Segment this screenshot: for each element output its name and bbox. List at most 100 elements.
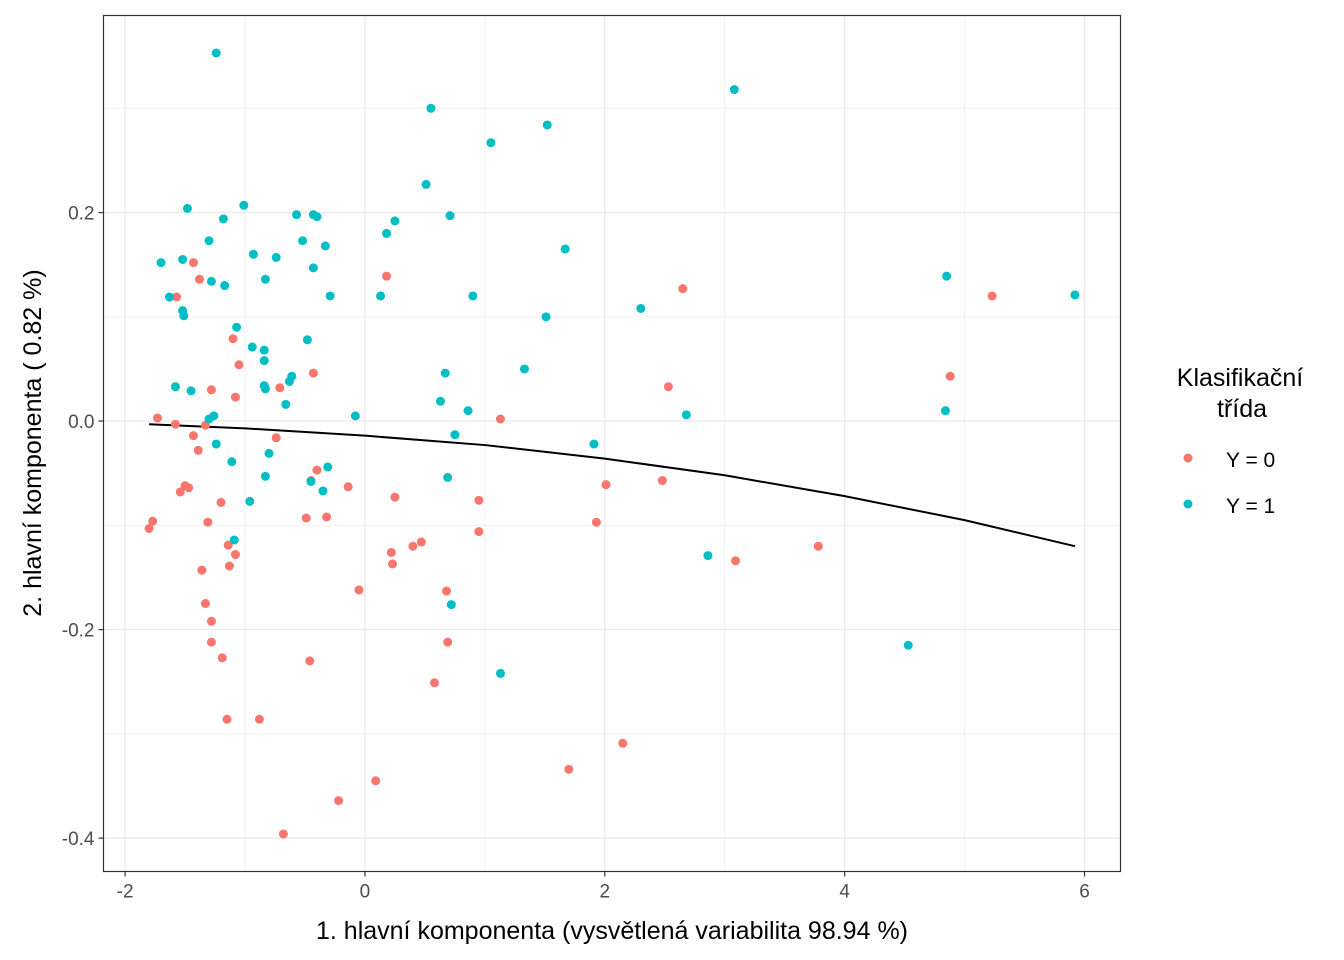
- point-y0: [197, 565, 207, 575]
- point-y0: [371, 776, 381, 786]
- y-tick-label: 0.0: [68, 412, 94, 433]
- point-y1: [940, 406, 950, 416]
- point-y0: [188, 431, 198, 441]
- point-y1: [426, 103, 436, 113]
- legend-key-y0: [1183, 453, 1193, 463]
- point-y1: [436, 396, 446, 406]
- point-y0: [254, 714, 264, 724]
- point-y1: [170, 382, 180, 392]
- point-y1: [232, 322, 242, 332]
- point-y0: [408, 541, 418, 551]
- point-y1: [636, 303, 646, 313]
- legend-label-y1: Y = 1: [1226, 495, 1275, 518]
- x-axis: -2 0 2 4 6: [117, 871, 1090, 903]
- point-y1: [302, 335, 312, 345]
- point-y1: [443, 472, 453, 482]
- point-y1: [259, 345, 269, 355]
- point-y0: [334, 796, 344, 806]
- point-y0: [278, 829, 288, 839]
- legend-label-y0: Y = 0: [1226, 449, 1275, 472]
- point-y0: [305, 656, 315, 666]
- decision-boundary-curve: [149, 423, 1076, 548]
- point-y1: [376, 291, 386, 301]
- point-y1: [247, 342, 257, 352]
- point-y0: [430, 678, 440, 688]
- point-y0: [301, 513, 311, 523]
- point-y1: [211, 48, 221, 58]
- point-y0: [441, 586, 451, 596]
- point-y0: [228, 334, 238, 344]
- point-y1: [156, 258, 166, 268]
- x-axis-label: 1. hlavní komponenta (vysvětlená variabi…: [316, 917, 908, 945]
- point-y1: [186, 386, 196, 396]
- point-y1: [281, 399, 291, 409]
- point-y1: [390, 216, 400, 226]
- point-y1: [229, 535, 239, 545]
- point-y1: [445, 211, 455, 221]
- point-y0: [657, 476, 667, 486]
- point-y0: [184, 483, 194, 493]
- point-y0: [601, 480, 611, 490]
- point-y1: [206, 276, 216, 286]
- point-y1: [729, 85, 739, 95]
- point-y1: [589, 439, 599, 449]
- x-tick-label: 4: [839, 882, 850, 903]
- y-tick-label: -0.4: [62, 829, 95, 850]
- point-y1: [1070, 290, 1080, 300]
- point-y1: [495, 668, 505, 678]
- point-y1: [179, 311, 189, 321]
- point-y0: [443, 637, 453, 647]
- point-y1: [271, 252, 281, 262]
- point-y0: [206, 385, 216, 395]
- point-y0: [152, 413, 162, 423]
- point-y1: [681, 410, 691, 420]
- point-y1: [446, 600, 456, 610]
- point-y0: [388, 559, 398, 569]
- point-y1: [220, 281, 230, 291]
- point-y1: [209, 411, 219, 421]
- point-y1: [164, 292, 174, 302]
- point-y1: [450, 430, 460, 440]
- point-y1: [178, 254, 188, 264]
- y-tick-label: 0.2: [68, 204, 94, 225]
- y-axis-label: 2. hlavní komponenta ( 0.82 %): [19, 269, 47, 616]
- point-y0: [354, 585, 364, 595]
- point-y1: [560, 244, 570, 254]
- point-y1: [298, 236, 308, 246]
- points-layer: [144, 48, 1080, 839]
- point-y0: [731, 556, 741, 566]
- point-y0: [591, 517, 601, 527]
- plot-background: [103, 15, 1121, 872]
- legend-title-line-1: Klasifikační: [1177, 364, 1303, 392]
- point-y0: [188, 258, 198, 268]
- x-tick-label: -2: [117, 882, 134, 903]
- y-tick-label: -0.2: [62, 621, 95, 642]
- point-y0: [343, 482, 353, 492]
- point-y0: [945, 371, 955, 381]
- point-y0: [271, 433, 281, 443]
- legend-key-y1: [1183, 499, 1193, 509]
- point-y0: [230, 550, 240, 560]
- point-y1: [259, 356, 269, 366]
- point-y1: [312, 212, 322, 222]
- point-y1: [227, 457, 237, 467]
- point-y0: [382, 271, 392, 281]
- point-y0: [474, 527, 484, 537]
- point-y1: [204, 236, 214, 246]
- point-y0: [217, 653, 227, 663]
- point-y0: [222, 714, 232, 724]
- point-y0: [618, 738, 628, 748]
- point-y1: [260, 384, 270, 394]
- point-y1: [463, 406, 473, 416]
- point-y1: [519, 364, 529, 374]
- point-y1: [421, 179, 431, 189]
- legend: Klasifikační třída Y = 0 Y = 1: [1177, 364, 1303, 518]
- point-y1: [468, 291, 478, 301]
- point-y0: [495, 414, 505, 424]
- x-tick-label: 6: [1079, 882, 1090, 903]
- point-y1: [308, 263, 318, 273]
- point-y0: [663, 382, 673, 392]
- legend-title-line-2: třída: [1217, 395, 1267, 423]
- point-y0: [813, 541, 823, 551]
- point-y1: [260, 471, 270, 481]
